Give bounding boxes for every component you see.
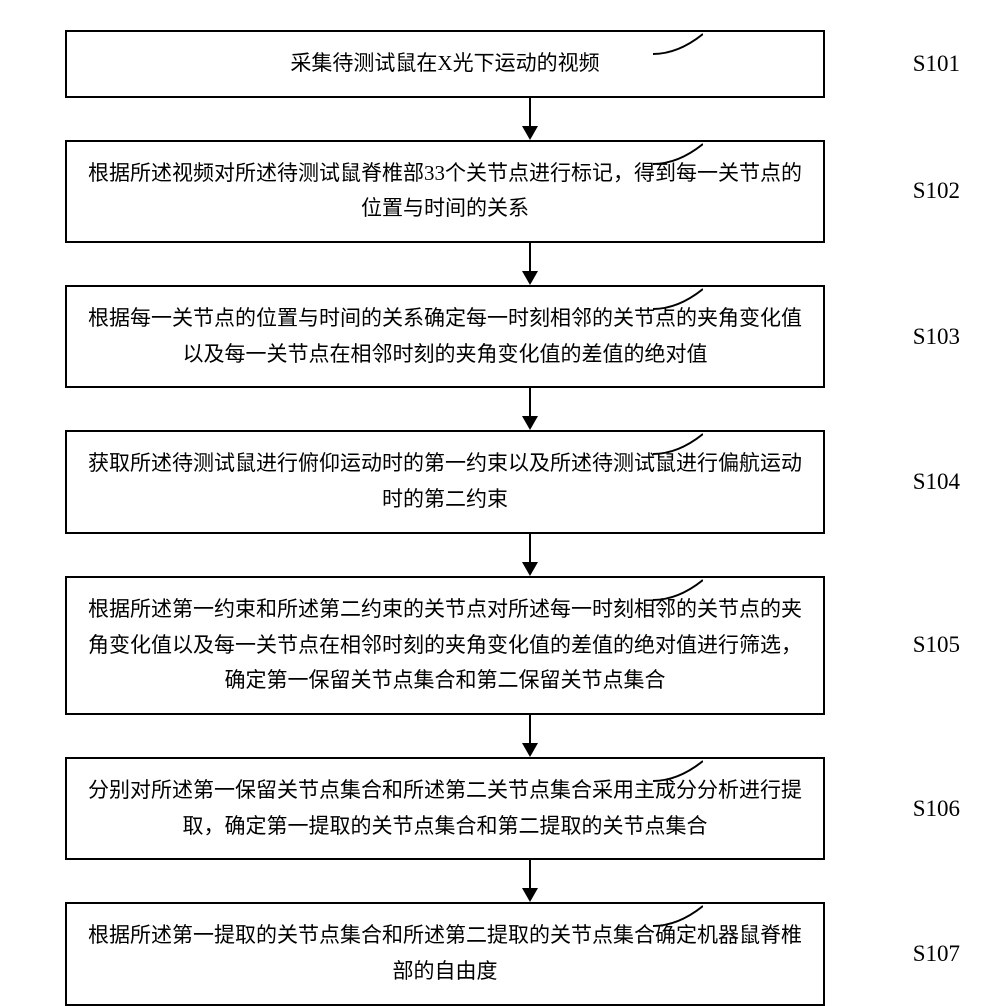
step-text-s101: 采集待测试鼠在X光下运动的视频 (290, 46, 599, 82)
step-row-s106: 分别对所述第一保留关节点集合和所述第二关节点集合采用主成分分析进行提取，确定第一… (0, 757, 995, 860)
step-label-s105: S105 (913, 632, 960, 658)
step-label-s103: S103 (913, 324, 960, 350)
step-text-s105: 根据所述第一约束和所述第二约束的关节点对所述每一时刻相邻的关节点的夹角变化值以及… (87, 592, 803, 699)
step-box-s103: 根据每一关节点的位置与时间的关系确定每一时刻相邻的关节点的夹角变化值以及每一关节… (65, 285, 825, 388)
step-row-s103: 根据每一关节点的位置与时间的关系确定每一时刻相邻的关节点的夹角变化值以及每一关节… (0, 285, 995, 388)
connector-s106 (653, 759, 703, 784)
step-label-s107: S107 (913, 941, 960, 967)
step-box-s102: 根据所述视频对所述待测试鼠脊椎部33个关节点进行标记，得到每一关节点的位置与时间… (65, 140, 825, 243)
step-box-s101: 采集待测试鼠在X光下运动的视频 (65, 30, 825, 98)
connector-s102 (653, 142, 703, 167)
step-row-s101: 采集待测试鼠在X光下运动的视频 S101 (0, 30, 995, 98)
step-box-s107: 根据所述第一提取的关节点集合和所述第二提取的关节点集合确定机器鼠脊椎部的自由度 (65, 902, 825, 1005)
step-row-s107: 根据所述第一提取的关节点集合和所述第二提取的关节点集合确定机器鼠脊椎部的自由度 … (0, 902, 995, 1005)
arrow-s102-s103 (150, 243, 910, 285)
step-label-s104: S104 (913, 469, 960, 495)
connector-s101 (653, 32, 703, 57)
connector-s107 (653, 904, 703, 929)
connector-s103 (653, 287, 703, 312)
arrow-s104-s105 (150, 534, 910, 576)
flowchart-container: 采集待测试鼠在X光下运动的视频 S101 根据所述视频对所述待测试鼠脊椎部33个… (0, 30, 995, 1006)
arrow-s106-s107 (150, 860, 910, 902)
step-label-s101: S101 (913, 51, 960, 77)
step-row-s104: 获取所述待测试鼠进行俯仰运动时的第一约束以及所述待测试鼠进行偏航运动时的第二约束… (0, 430, 995, 533)
step-box-s104: 获取所述待测试鼠进行俯仰运动时的第一约束以及所述待测试鼠进行偏航运动时的第二约束 (65, 430, 825, 533)
connector-s104 (653, 432, 703, 457)
connector-s105 (653, 578, 703, 603)
step-label-s106: S106 (913, 796, 960, 822)
step-label-s102: S102 (913, 178, 960, 204)
step-box-s106: 分别对所述第一保留关节点集合和所述第二关节点集合采用主成分分析进行提取，确定第一… (65, 757, 825, 860)
arrow-s103-s104 (150, 388, 910, 430)
arrow-s101-s102 (150, 98, 910, 140)
step-row-s102: 根据所述视频对所述待测试鼠脊椎部33个关节点进行标记，得到每一关节点的位置与时间… (0, 140, 995, 243)
arrow-s105-s106 (150, 715, 910, 757)
step-row-s105: 根据所述第一约束和所述第二约束的关节点对所述每一时刻相邻的关节点的夹角变化值以及… (0, 576, 995, 715)
step-box-s105: 根据所述第一约束和所述第二约束的关节点对所述每一时刻相邻的关节点的夹角变化值以及… (65, 576, 825, 715)
